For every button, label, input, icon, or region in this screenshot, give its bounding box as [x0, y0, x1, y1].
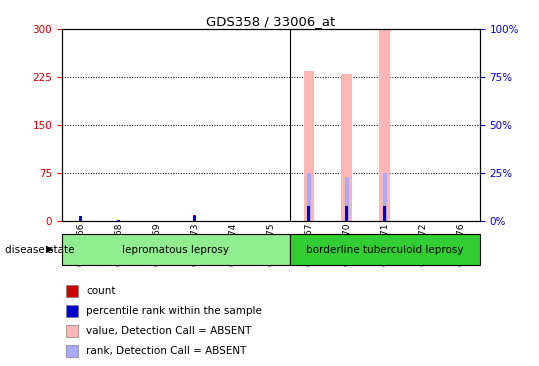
Bar [79, 216, 82, 221]
Title: GDS358 / 33006_at: GDS358 / 33006_at [206, 15, 335, 28]
Bar [66, 285, 78, 297]
Bar [383, 220, 386, 221]
Bar [342, 74, 352, 221]
Bar [66, 346, 78, 357]
Bar [379, 29, 390, 221]
Bar [307, 206, 310, 221]
Bar [303, 71, 314, 221]
Bar [345, 220, 348, 221]
Bar [79, 218, 82, 221]
Bar [118, 220, 120, 221]
Bar [307, 173, 310, 221]
Text: count: count [86, 286, 116, 296]
Text: lepromatous leprosy: lepromatous leprosy [122, 245, 230, 255]
Bar [62, 234, 290, 265]
Bar [66, 305, 78, 317]
Bar [290, 234, 480, 265]
Bar [66, 325, 78, 337]
Bar [307, 220, 310, 221]
Bar [345, 206, 348, 221]
Text: borderline tuberculoid leprosy: borderline tuberculoid leprosy [306, 245, 464, 255]
Bar [383, 206, 386, 221]
Text: disease state: disease state [5, 245, 75, 255]
Text: percentile rank within the sample: percentile rank within the sample [86, 306, 262, 316]
Text: rank, Detection Call = ABSENT: rank, Detection Call = ABSENT [86, 346, 246, 356]
Bar [383, 173, 386, 221]
Text: ▶: ▶ [46, 244, 53, 254]
Bar [345, 177, 349, 221]
Text: value, Detection Call = ABSENT: value, Detection Call = ABSENT [86, 326, 252, 336]
Bar [194, 216, 196, 221]
Bar [194, 215, 196, 221]
